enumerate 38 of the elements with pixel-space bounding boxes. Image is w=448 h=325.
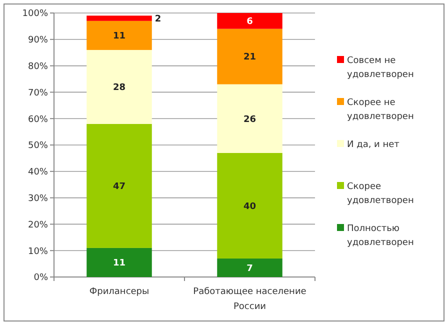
y-tick-label: 10% <box>28 246 48 257</box>
bar <box>86 50 152 124</box>
data-label: 2 <box>154 14 162 24</box>
y-tick-label: 100% <box>22 9 48 20</box>
bar <box>217 258 282 277</box>
bar <box>86 248 152 277</box>
bar <box>86 124 152 248</box>
data-label: 11 <box>112 258 126 269</box>
data-label: 7 <box>246 264 253 274</box>
y-tick-label: 40% <box>28 168 48 178</box>
legend-label: И да, и нет <box>347 140 400 150</box>
bar <box>217 28 282 84</box>
legend-label: Скорее не удовлетворен <box>347 98 414 122</box>
x-tick-label: Работающее население России <box>193 287 307 312</box>
bar <box>86 20 152 50</box>
data-label: 11 <box>112 32 126 42</box>
data-label: 40 <box>243 202 256 212</box>
y-tick-label: 90% <box>28 36 48 46</box>
legend-label: Скорее удовлетворен <box>347 182 414 206</box>
y-tick-label: 20% <box>28 220 48 230</box>
x-tick-label: Фрилансеры <box>89 287 150 297</box>
bar <box>217 152 282 259</box>
y-tick-label: 80% <box>28 62 48 72</box>
bar <box>217 13 282 29</box>
bar <box>217 84 282 153</box>
data-label: 47 <box>112 182 126 192</box>
data-label: 28 <box>112 83 126 94</box>
y-tick-label: 0% <box>34 273 48 284</box>
y-tick-label: 60% <box>28 114 48 125</box>
y-tick-label: 30% <box>28 194 48 204</box>
data-label: 26 <box>243 114 256 125</box>
legend-label: Совсем не удовлетворен <box>347 56 414 80</box>
legend-label: Полностью удовлетворен <box>347 224 414 248</box>
y-tick-label: 70% <box>28 88 48 98</box>
bar <box>86 16 152 21</box>
data-label: 6 <box>246 17 253 28</box>
y-tick-label: 50% <box>28 141 48 152</box>
data-label: 21 <box>243 52 256 63</box>
